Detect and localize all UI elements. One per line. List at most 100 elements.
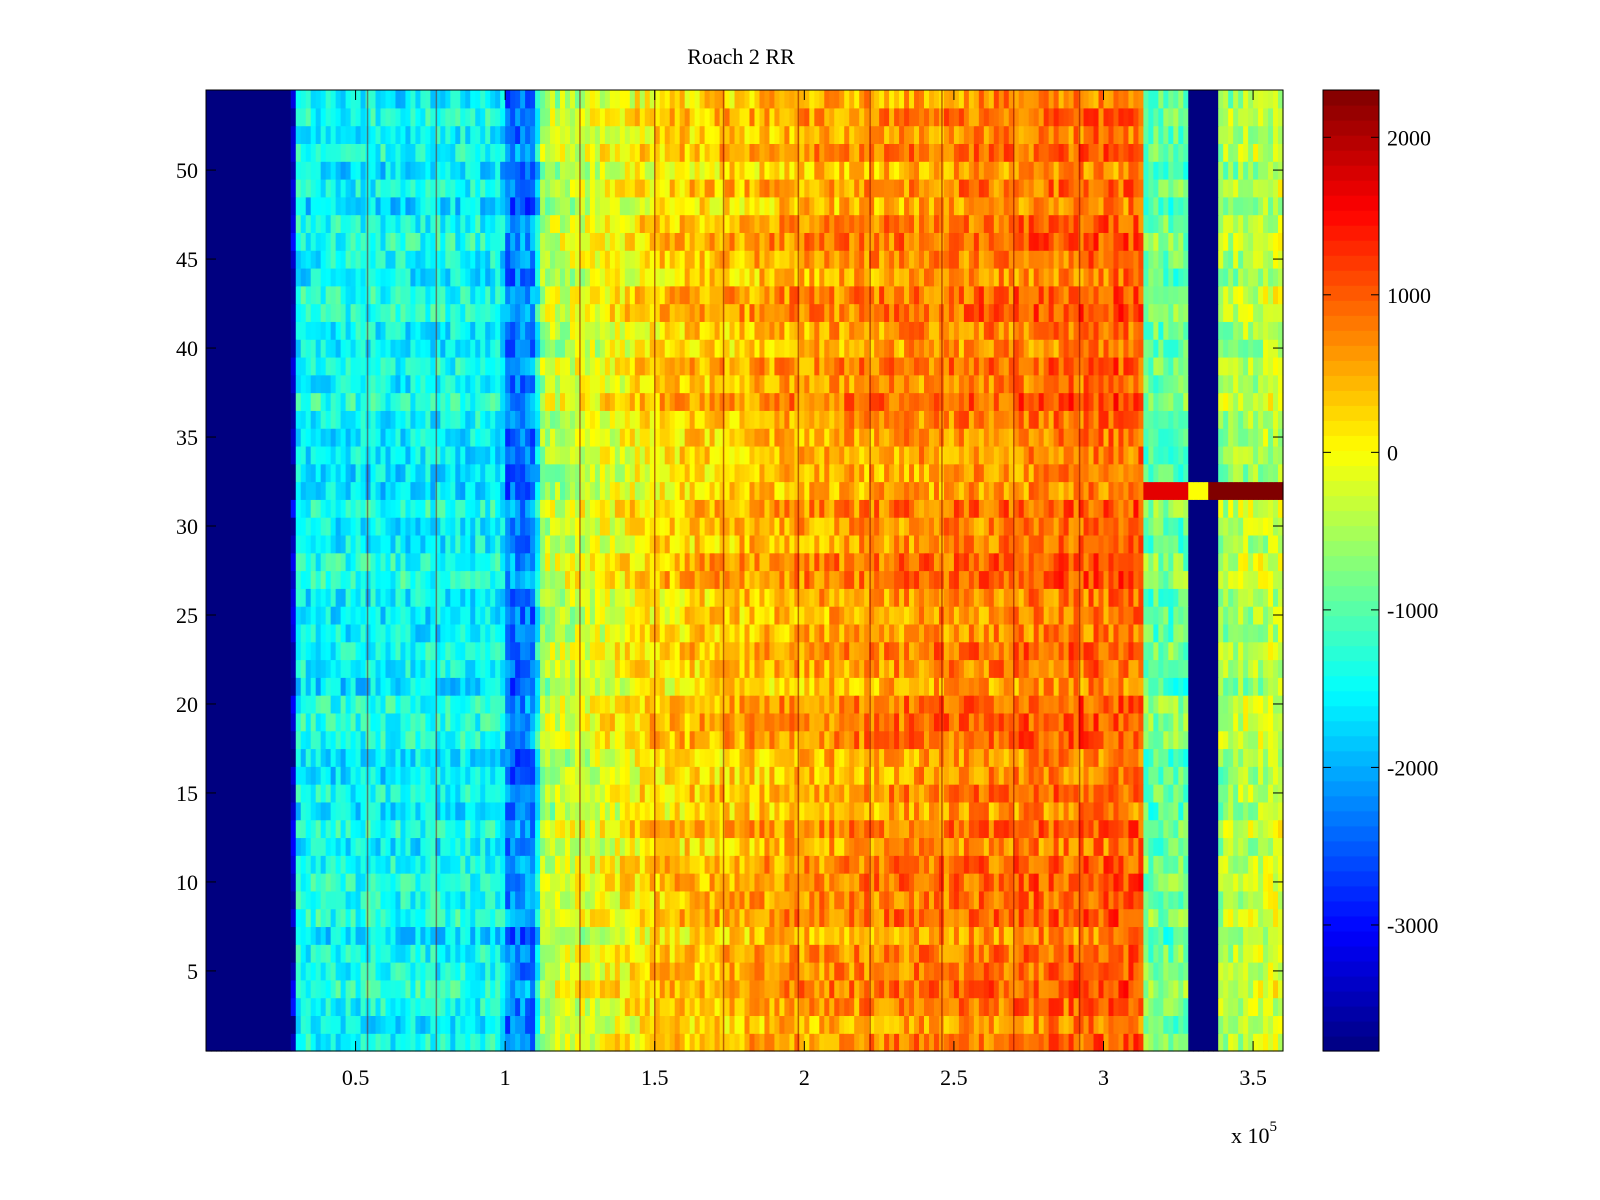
heatmap-cell (1068, 819, 1075, 839)
heatmap-cell (1053, 677, 1060, 696)
heatmap-cell (1168, 873, 1174, 892)
heatmap-cell (390, 695, 397, 714)
heatmap-cell (375, 659, 382, 678)
heatmap-cell (1168, 944, 1174, 963)
heatmap-cell (355, 1033, 362, 1052)
heatmap-cell (599, 890, 606, 910)
heatmap-cell (420, 1033, 426, 1052)
heatmap-cell (495, 766, 501, 785)
heatmap-cell (574, 1033, 581, 1052)
heatmap-cell (674, 766, 681, 785)
heatmap-cell (968, 677, 975, 696)
heatmap-cell (634, 712, 641, 732)
heatmap-cell (1193, 677, 1199, 696)
heatmap-cell (629, 819, 636, 839)
heatmap-cell (569, 748, 576, 767)
heatmap-cell (490, 1033, 496, 1052)
heatmap-cell (1163, 730, 1169, 750)
heatmap-cell (1228, 855, 1234, 874)
heatmap-cell (619, 819, 626, 839)
heatmap-cell (285, 837, 292, 856)
heatmap-cell (1023, 748, 1030, 767)
heatmap-cell (759, 962, 766, 981)
heatmap-cell (819, 712, 825, 732)
heatmap-cell (844, 837, 850, 856)
heatmap-cell (1203, 641, 1209, 661)
heatmap-cell (594, 641, 601, 661)
heatmap-cell (240, 944, 247, 963)
heatmap-cell (1213, 1033, 1219, 1052)
heatmap-cell (235, 730, 242, 750)
heatmap-cell (1018, 1033, 1025, 1052)
heatmap-cell (998, 677, 1005, 696)
heatmap-cell (325, 1033, 332, 1052)
heatmap-cell (1068, 837, 1075, 856)
heatmap-cell (879, 677, 885, 696)
heatmap-cell (1003, 695, 1010, 714)
heatmap-cell (1183, 677, 1189, 696)
heatmap-cell (679, 659, 686, 678)
heatmap-cell (1223, 962, 1229, 981)
heatmap-cell (614, 784, 621, 803)
heatmap-cell (480, 837, 486, 856)
heatmap-cell (300, 979, 307, 999)
heatmap-cell (998, 730, 1005, 750)
heatmap-cell (574, 784, 581, 803)
heatmap-cell (759, 873, 766, 892)
heatmap-cell (764, 1015, 771, 1034)
heatmap-cell (968, 819, 975, 839)
heatmap-cell (350, 712, 357, 732)
heatmap-cell (220, 677, 227, 696)
heatmap-cell (839, 712, 845, 732)
heatmap-cell (250, 695, 257, 714)
heatmap-cell (1243, 873, 1249, 892)
heatmap-cell (215, 908, 222, 928)
heatmap-cell (829, 962, 835, 981)
heatmap-cell (275, 801, 282, 821)
heatmap-cell (345, 623, 352, 643)
heatmap-cell (1223, 997, 1229, 1017)
heatmap-cell (659, 873, 666, 892)
heatmap-cell (290, 819, 297, 839)
heatmap-cell (574, 873, 581, 892)
heatmap-cell (654, 997, 661, 1017)
heatmap-cell (520, 926, 526, 945)
heatmap-cell (1263, 695, 1269, 714)
heatmap-cell (1098, 819, 1105, 839)
heatmap-cell (624, 730, 631, 750)
heatmap-cell (774, 748, 781, 767)
heatmap-cell (1108, 926, 1115, 945)
heatmap-cell (739, 962, 746, 981)
heatmap-cell (480, 926, 486, 945)
heatmap-cell (460, 695, 466, 714)
heatmap-cell (1028, 873, 1035, 892)
heatmap-cell (1273, 1033, 1279, 1052)
heatmap-cell (759, 997, 766, 1017)
heatmap-cell (619, 784, 626, 803)
heatmap-cell (545, 1015, 551, 1034)
heatmap-cell (515, 926, 521, 945)
heatmap-cell (1023, 1015, 1030, 1034)
heatmap-cell (789, 784, 795, 803)
heatmap-cell (1248, 890, 1254, 910)
heatmap-cell (584, 926, 591, 945)
heatmap-cell (679, 641, 686, 661)
heatmap-cell (475, 962, 481, 981)
heatmap-cell (1188, 837, 1194, 856)
heatmap-cell (445, 979, 451, 999)
heatmap-cell (465, 677, 471, 696)
heatmap-cell (540, 659, 546, 678)
heatmap-cell (390, 1033, 397, 1052)
heatmap-cell (345, 641, 352, 661)
heatmap-cell (664, 890, 671, 910)
heatmap-cell (614, 855, 621, 874)
heatmap-cell (310, 1015, 317, 1034)
heatmap-cell (275, 766, 282, 785)
heatmap-cell (1173, 873, 1179, 892)
heatmap-cell (714, 677, 721, 696)
heatmap-cell (978, 819, 985, 839)
heatmap-cell (1073, 712, 1080, 732)
heatmap-cell (300, 641, 307, 661)
heatmap-cell (315, 801, 322, 821)
heatmap-cell (1038, 641, 1045, 661)
